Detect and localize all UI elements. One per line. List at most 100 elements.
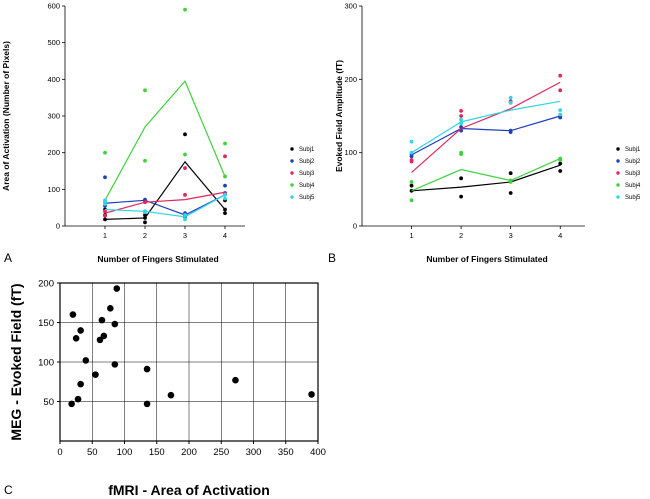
data-point (143, 365, 151, 373)
data-point-subj3 (103, 213, 107, 218)
y-tick-label: 200 (38, 279, 54, 290)
x-tick-label: 2 (459, 231, 463, 240)
y-tick-label: 400 (47, 75, 60, 84)
x-axis-label: Number of Fingers Stimulated (97, 254, 218, 264)
data-point (308, 391, 315, 398)
data-point (68, 400, 75, 408)
data-point-subj1 (183, 132, 187, 137)
y-axis-label: Evoked Field Amplitude (fT) (334, 60, 344, 172)
y-tick-label: 200 (47, 148, 60, 157)
legend-label-subj1: Subj1 (625, 147, 641, 153)
data-point (232, 376, 239, 384)
data-point (69, 311, 77, 318)
legend-marker-subj5 (290, 195, 294, 199)
legend-label-subj2: Subj2 (625, 159, 641, 165)
panel-a: 0 100 200 300 400 500 600 1 2 3 4 Number of Fingers… (1, 2, 315, 266)
data-point-subj5 (409, 139, 414, 144)
data-point-subj1 (103, 217, 107, 222)
legend-marker-subj4 (616, 183, 620, 187)
data-point (111, 361, 119, 368)
data-point-subj5 (558, 112, 563, 117)
legend-label-subj1: Subj1 (299, 147, 315, 153)
data-point-subj4 (558, 156, 563, 161)
data-point-subj1 (508, 191, 513, 195)
data-point (113, 285, 121, 292)
data-point-subj5 (459, 121, 464, 126)
data-point (100, 332, 108, 340)
y-axis-label: MEG - Evoked Field (fT) (8, 283, 24, 440)
data-point-subj1 (143, 213, 147, 217)
data-point-subj1 (558, 161, 563, 166)
data-point (74, 395, 82, 403)
data-point (167, 391, 175, 399)
panel-c: 0 50 100 150 200 250 300 350 400 50 100 150 200 fMRI … (4, 279, 326, 499)
legend-label-subj4: Subj4 (299, 183, 315, 189)
data-point-subj3 (103, 209, 107, 214)
legend-label-subj2: Subj2 (299, 159, 315, 165)
series-line-subj4 (104, 80, 226, 201)
data-point-subj1 (459, 194, 464, 199)
data-point-subj3 (183, 166, 187, 170)
data-point-subj4 (409, 198, 414, 203)
x-tick-label: 400 (310, 447, 326, 458)
data-point-subj5 (103, 198, 107, 203)
panel-b: 0 100 200 300 1 2 3 4 Number of Fingers Stimulat… (328, 2, 641, 266)
data-point-subj1 (558, 169, 563, 173)
data-point-subj3 (459, 108, 464, 113)
x-tick-label: 2 (143, 231, 147, 240)
data-point-subj3 (459, 114, 464, 118)
x-tick-label: 1 (409, 231, 413, 240)
legend-marker-subj1 (616, 147, 620, 151)
data-point-subj4 (223, 141, 227, 146)
series-line-subj1 (411, 164, 561, 192)
y-tick-label: 500 (47, 38, 60, 47)
y-axis-label: Area of Activation (Number of Pixels) (1, 41, 11, 191)
legend-marker-subj4 (290, 183, 294, 187)
data-point-subj3 (223, 154, 227, 159)
data-point-subj5 (183, 217, 187, 222)
data-point (92, 371, 99, 378)
data-point-subj4 (223, 174, 227, 179)
x-tick-label: 3 (183, 231, 187, 240)
data-point-subj5 (558, 108, 563, 113)
data-point-subj5 (223, 196, 227, 201)
data-point (82, 357, 90, 364)
y-tick-label: 200 (344, 75, 357, 84)
data-point (98, 316, 106, 324)
x-tick-label: 150 (149, 447, 165, 458)
data-point-subj5 (459, 117, 464, 122)
panel-letter: B (328, 251, 336, 265)
data-point-subj5 (223, 192, 227, 197)
series-line-subj1 (104, 160, 226, 220)
data-point-subj4 (459, 150, 464, 155)
data-point-subj3 (183, 192, 187, 197)
data-point-subj1 (143, 216, 147, 220)
data-point-subj2 (409, 154, 414, 159)
x-tick-label: 200 (181, 447, 197, 458)
y-tick-label: 50 (43, 397, 54, 408)
data-point-subj1 (223, 211, 227, 216)
series-line-subj3 (104, 191, 226, 214)
data-point (77, 380, 84, 388)
series-line-subj2 (411, 115, 561, 156)
x-axis-label: fMRI - Area of Activation (108, 482, 270, 498)
legend-marker-subj5 (616, 195, 620, 199)
data-point-subj3 (558, 88, 563, 93)
x-tick-label: 350 (278, 447, 294, 458)
data-point-subj4 (103, 150, 107, 155)
legend-marker-subj3 (616, 171, 620, 175)
data-point-subj5 (183, 213, 187, 217)
x-tick-label: 3 (509, 231, 513, 240)
data-point (111, 320, 119, 328)
data-point-subj3 (558, 73, 563, 78)
legend-marker-subj1 (290, 147, 294, 151)
data-point-subj5 (143, 210, 147, 214)
series-line-subj5 (104, 194, 226, 218)
data-point-subj5 (508, 95, 513, 100)
data-point-subj2 (103, 175, 107, 180)
legend-marker-subj2 (290, 159, 294, 163)
legend-label-subj3: Subj3 (299, 171, 315, 177)
x-tick-label: 100 (117, 447, 133, 458)
data-point-subj4 (409, 180, 414, 184)
